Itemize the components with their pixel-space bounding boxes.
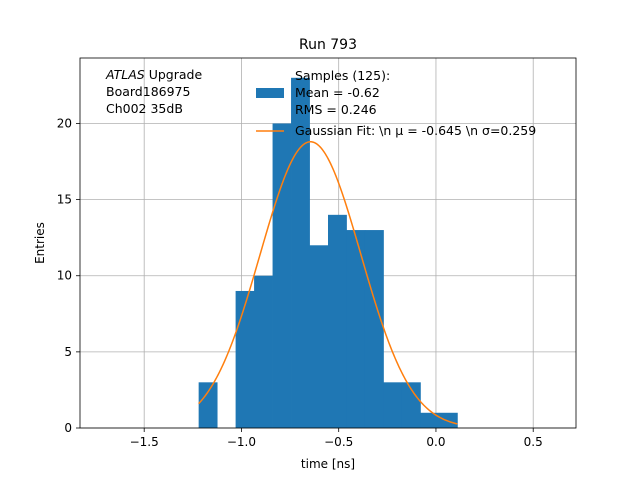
histogram-bar	[291, 77, 310, 428]
x-tick-label: −1.0	[227, 435, 256, 449]
legend-histogram-swatch	[256, 88, 284, 98]
plot-frame	[79, 57, 577, 429]
histogram-bar	[309, 245, 329, 428]
x-axis-ticks: −1.5 −1.0 −0.5 0.0 0.5	[130, 428, 543, 449]
x-axis-label: time [ns]	[301, 457, 355, 471]
y-tick-label: 20	[57, 116, 72, 130]
gaussian-fit-curve	[198, 141, 458, 425]
histogram-bar	[401, 382, 421, 428]
histogram-bars	[198, 77, 458, 428]
legend-fit-label: Gaussian Fit: \n μ = -0.645 \n σ=0.259	[295, 123, 536, 138]
legend-samples-label: Samples (125):	[295, 68, 390, 83]
annotation-upgrade: Upgrade	[145, 67, 203, 82]
legend-mean-label: Mean = -0.62	[295, 85, 380, 100]
histogram-bar	[346, 230, 366, 428]
histogram-bar	[198, 382, 218, 428]
annotation-board: Board186975	[106, 84, 190, 99]
histogram-bar	[328, 214, 347, 428]
x-tick-label: −0.5	[324, 435, 353, 449]
x-tick-label: 0.0	[426, 435, 445, 449]
atlas-annotation: ATLAS Upgrade Board186975 Ch002 35dB	[105, 67, 202, 116]
y-tick-label: 0	[64, 421, 72, 435]
y-tick-label: 5	[64, 345, 72, 359]
x-tick-label: −1.5	[130, 435, 159, 449]
x-tick-label: 0.5	[524, 435, 543, 449]
legend: Samples (125): Mean = -0.62 RMS = 0.246 …	[256, 68, 536, 138]
svg-text:ATLAS Upgrade: ATLAS Upgrade	[105, 67, 202, 82]
histogram-bar	[254, 275, 273, 428]
annotation-channel: Ch002 35dB	[106, 101, 183, 116]
y-axis-ticks: 0 5 10 15 20	[57, 116, 80, 435]
y-tick-label: 10	[57, 269, 72, 283]
histogram-bar	[438, 412, 458, 428]
y-axis-label: Entries	[33, 222, 47, 264]
histogram-bar	[235, 290, 255, 428]
annotation-atlas-italic: ATLAS	[105, 67, 145, 82]
chart-title: Run 793	[299, 37, 357, 53]
histogram-bar	[364, 230, 384, 428]
legend-rms-label: RMS = 0.246	[295, 102, 377, 117]
histogram-bar	[383, 382, 403, 428]
histogram-bar	[420, 412, 440, 428]
y-tick-label: 15	[57, 193, 72, 207]
